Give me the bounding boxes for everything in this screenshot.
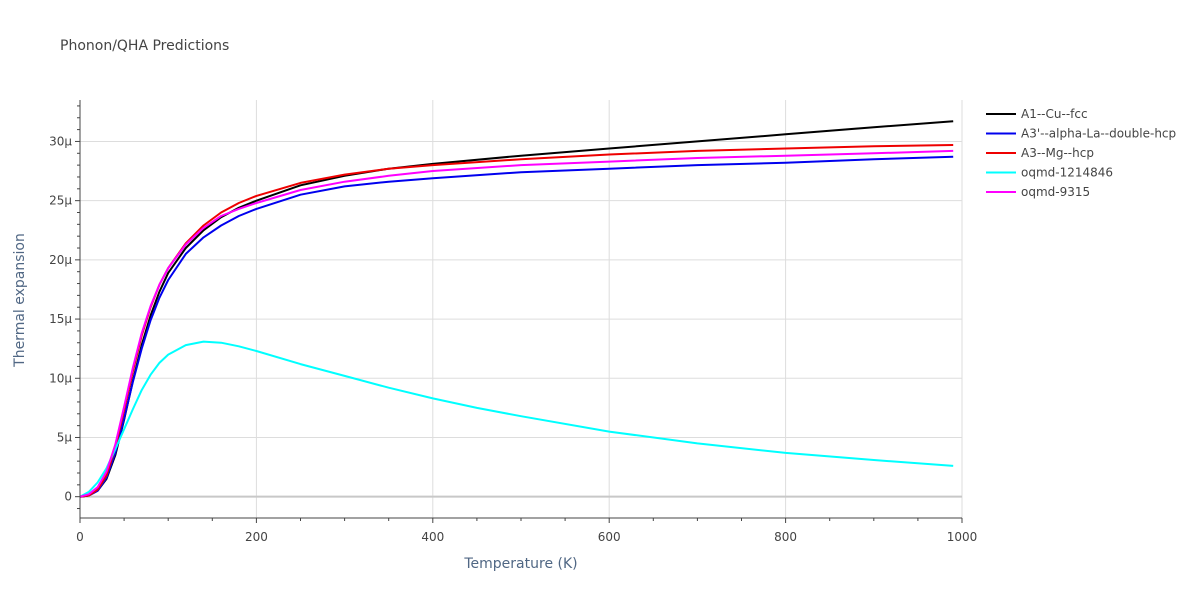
y-axis-title: Thermal expansion [12, 233, 28, 368]
y-tick-label: 20µ [49, 253, 72, 267]
series-line-0 [79, 120, 954, 498]
x-tick-label: 600 [598, 530, 621, 544]
legend-label: A3'--alpha-La--double-hcp [1021, 127, 1176, 141]
y-tick-label: 15µ [49, 312, 72, 326]
x-tick-label: 400 [421, 530, 444, 544]
legend-item-3[interactable]: oqmd-1214846 [986, 166, 1113, 180]
series-line-2 [79, 144, 954, 498]
axes [79, 100, 962, 519]
chart-title: Phonon/QHA Predictions [60, 38, 229, 54]
legend-label: oqmd-1214846 [1021, 166, 1113, 180]
x-tick-label: 0 [76, 530, 84, 544]
y-tick-label: 10µ [49, 371, 72, 385]
x-tick-label: 800 [774, 530, 797, 544]
grid [80, 100, 963, 518]
y-tick-label: 30µ [49, 134, 72, 148]
y-axis: 0 5µ 10µ 15µ 20µ 25µ 30µ [49, 105, 80, 510]
series-line-3 [79, 340, 954, 498]
series-line-4 [79, 149, 954, 498]
y-tick-label: 0 [64, 490, 72, 504]
series-line-1 [79, 155, 954, 498]
legend-label: oqmd-9315 [1021, 185, 1090, 199]
legend-item-2[interactable]: A3--Mg--hcp [986, 146, 1094, 160]
x-tick-label: 200 [245, 530, 268, 544]
x-axis-title: Temperature (K) [463, 556, 577, 572]
y-tick-label: 25µ [49, 194, 72, 208]
legend-item-4[interactable]: oqmd-9315 [986, 185, 1090, 199]
legend: A1--Cu--fcc A3'--alpha-La--double-hcp A3--… [986, 107, 1176, 199]
legend-item-0[interactable]: A1--Cu--fcc [986, 107, 1088, 121]
legend-label: A1--Cu--fcc [1021, 107, 1088, 121]
y-tick-label: 5µ [57, 430, 73, 444]
x-tick-label: 1000 [947, 530, 978, 544]
legend-item-1[interactable]: A3'--alpha-La--double-hcp [986, 127, 1176, 141]
legend-label: A3--Mg--hcp [1021, 146, 1094, 160]
x-axis: 0 200 400 600 800 1000 [76, 518, 977, 544]
plot-area [79, 120, 954, 498]
